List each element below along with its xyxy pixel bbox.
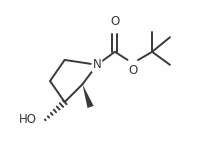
Text: N: N (93, 58, 101, 71)
Text: O: O (128, 64, 137, 77)
Text: O: O (110, 15, 119, 28)
Polygon shape (82, 84, 94, 108)
Text: HO: HO (19, 113, 37, 126)
